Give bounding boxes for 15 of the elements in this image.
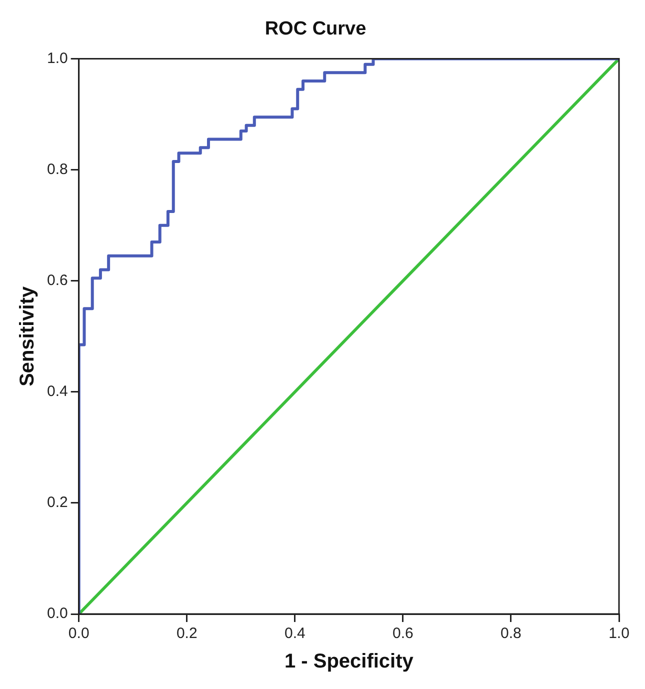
- y-axis-title: Sensitivity: [16, 286, 39, 386]
- x-axis-title: 1 - Specificity: [284, 650, 414, 673]
- x-tick-label: 0.6: [392, 625, 414, 642]
- y-tick-label: 1.0: [46, 50, 68, 67]
- x-tick-label: 0.8: [500, 625, 522, 642]
- x-tick-label: 0.0: [68, 625, 90, 642]
- y-tick-label: 0.0: [46, 605, 68, 622]
- y-tick-label: 0.6: [46, 272, 68, 290]
- y-tick-label: 0.8: [46, 160, 68, 178]
- x-tick-label: 0.4: [284, 625, 306, 642]
- y-tick-label: 0.4: [46, 383, 68, 400]
- y-tick-label: 0.2: [46, 494, 68, 512]
- x-tick-label: 0.2: [176, 625, 198, 642]
- x-tick-label: 1.0: [608, 625, 630, 642]
- chart-title: ROC Curve: [264, 18, 366, 40]
